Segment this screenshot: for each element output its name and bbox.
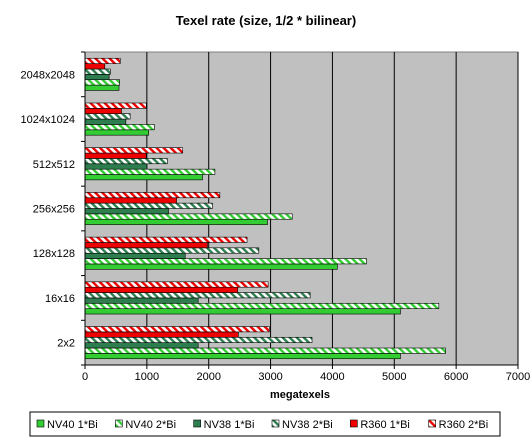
bar-256x256-nv38-1-bi <box>84 208 169 215</box>
y-tick-label-2x2: 2x2 <box>57 338 75 350</box>
bar-2048x2048-nv40-2-bi <box>84 79 120 86</box>
bar-16x16-nv38-2-bi <box>84 292 311 299</box>
bar-128x128-r360-2-bi <box>84 236 248 243</box>
bar-2x2-nv40-1-bi <box>84 353 401 360</box>
bar-128x128-nv38-1-bi <box>84 252 186 259</box>
legend-swatch-nv40-1-bi <box>36 419 45 428</box>
bar-2x2-nv40-2-bi <box>84 347 446 354</box>
x-tick-labels: 0 1000 2000 3000 4000 5000 6000 7000 <box>82 365 530 383</box>
bar-16x16-nv38-1-bi <box>84 297 199 304</box>
bar-256x256-nv38-2-bi <box>84 202 213 209</box>
y-tick-label-512x512: 512x512 <box>33 159 75 171</box>
bar-16x16-nv40-1-bi <box>84 308 401 315</box>
legend-swatch-r360-1-bi <box>350 419 358 428</box>
bar-128x128-nv38-2-bi <box>84 247 260 254</box>
y-tick-label-16x16: 16x16 <box>45 293 75 305</box>
legend-swatch-nv40-2-bi <box>115 419 123 428</box>
bar-512x512-r360-1-bi <box>84 152 147 159</box>
y-tick-labels: 2x2 16x16 128x128 256x256 512x512 1024x1024 20… <box>21 51 85 366</box>
bar-1024x1024-r360-2-bi <box>84 102 147 109</box>
bar-1024x1024-nv38-2-bi <box>84 113 131 120</box>
legend-swatch-r360-2-bi <box>428 419 436 428</box>
legend-box <box>29 411 501 437</box>
x-tick-label-3000: 3000 <box>258 371 282 383</box>
bar-2048x2048-nv38-1-bi <box>84 74 110 81</box>
x-tick-label-2000: 2000 <box>196 371 220 383</box>
bar-512x512-nv38-2-bi <box>84 158 168 165</box>
y-tick-label-256x256: 256x256 <box>33 204 75 216</box>
bar-256x256-r360-1-bi <box>84 197 177 204</box>
bar-2x2-r360-1-bi <box>84 331 239 338</box>
x-tick-label-6000: 6000 <box>444 371 468 383</box>
x-tick-label-1000: 1000 <box>135 371 159 383</box>
bar-2x2-nv38-1-bi <box>84 342 199 349</box>
bar-2x2-r360-2-bi <box>84 326 270 333</box>
bar-2048x2048-r360-1-bi <box>84 63 106 70</box>
bar-16x16-r360-2-bi <box>84 281 269 288</box>
bar-256x256-nv40-2-bi <box>84 213 293 220</box>
bar-2048x2048-r360-2-bi <box>84 57 121 64</box>
legend-label-nv38-2-bi: NV38 2*Bi <box>282 419 333 431</box>
bars <box>84 57 446 360</box>
bar-128x128-r360-1-bi <box>84 242 208 249</box>
bar-512x512-nv40-2-bi <box>84 168 216 175</box>
legend-swatch-nv38-1-bi <box>193 419 201 428</box>
y-tick-label-1024x1024: 1024x1024 <box>21 114 75 126</box>
legend-label-nv40-2-bi: NV40 2*Bi <box>125 419 176 431</box>
legend-label-nv40-1-bi: NV40 1*Bi <box>47 419 98 431</box>
bar-16x16-r360-1-bi <box>84 286 239 293</box>
bar-1024x1024-nv38-1-bi <box>84 118 127 125</box>
y-tick-label-128x128: 128x128 <box>33 248 75 260</box>
bar-128x128-nv40-1-bi <box>84 263 338 270</box>
bar-1024x1024-r360-1-bi <box>84 108 122 115</box>
legend-label-nv38-1-bi: NV38 1*Bi <box>204 419 255 431</box>
x-tick-label-0: 0 <box>82 371 88 383</box>
bar-1024x1024-nv40-1-bi <box>84 129 150 136</box>
bar-512x512-r360-2-bi <box>84 147 184 154</box>
bar-512x512-nv40-1-bi <box>84 174 203 181</box>
bar-1024x1024-nv40-2-bi <box>84 124 155 131</box>
legend-swatch-nv38-2-bi <box>271 419 280 428</box>
y-tick-label-2048x2048: 2048x2048 <box>21 69 75 81</box>
x-tick-label-7000: 7000 <box>506 371 530 383</box>
bar-2x2-nv38-2-bi <box>84 336 313 343</box>
bar-128x128-nv40-2-bi <box>84 258 367 265</box>
bar-256x256-r360-2-bi <box>84 192 221 199</box>
bar-16x16-nv40-2-bi <box>84 302 440 309</box>
bar-2048x2048-nv38-2-bi <box>84 68 111 75</box>
bar-256x256-nv40-1-bi <box>84 218 268 225</box>
x-axis-label: megatexels <box>270 389 330 401</box>
legend-label-r360-2-bi: R360 2*Bi <box>439 419 489 431</box>
axes <box>84 52 518 366</box>
legend: NV40 1*Bi NV40 2*Bi NV38 1*Bi NV38 2*Bi R360… <box>29 411 501 437</box>
x-tick-label-5000: 5000 <box>382 371 406 383</box>
bar-512x512-nv38-1-bi <box>84 163 148 170</box>
x-tick-label-4000: 4000 <box>320 371 344 383</box>
chart-title: Texel rate (size, 1/2 * bilinear) <box>176 13 356 28</box>
legend-label-r360-1-bi: R360 1*Bi <box>360 419 410 431</box>
bar-2048x2048-nv40-1-bi <box>84 84 120 91</box>
